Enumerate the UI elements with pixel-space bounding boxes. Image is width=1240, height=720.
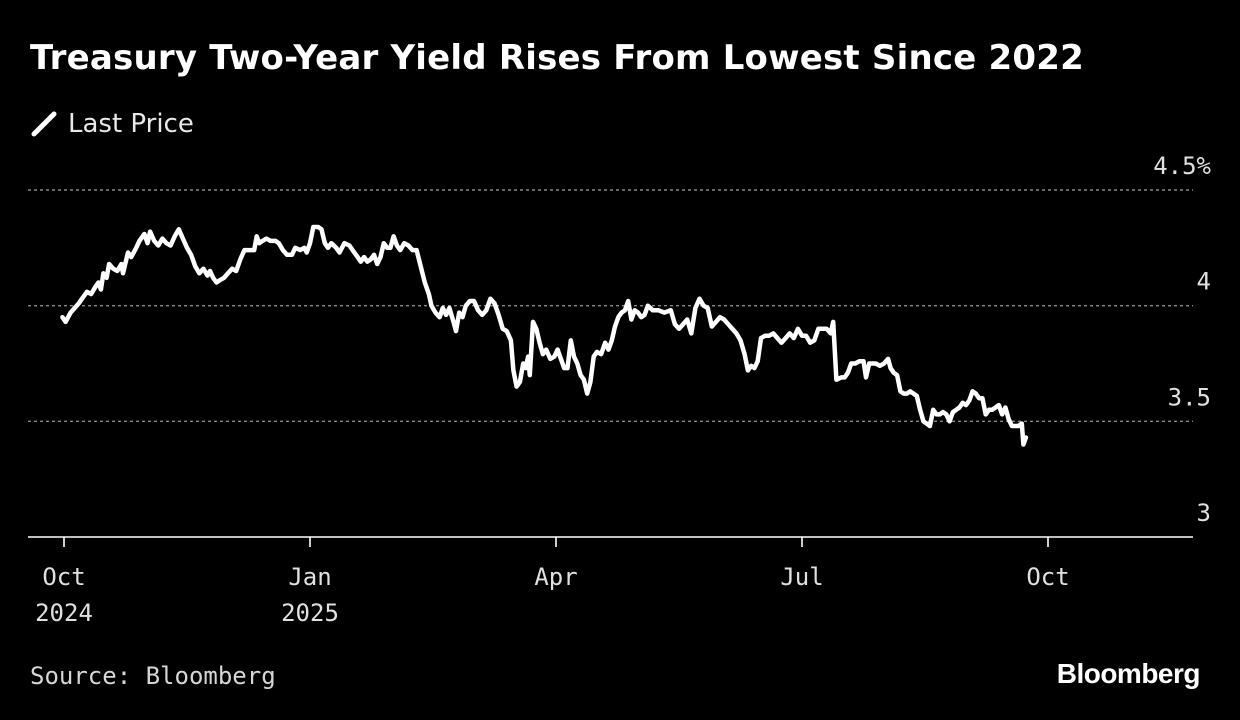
- x-tick-label: Jul: [780, 563, 823, 591]
- source-note: Source: Bloomberg: [30, 662, 276, 690]
- gridlines: [28, 189, 1193, 423]
- x-tick-year-label: 2024: [35, 599, 93, 627]
- series-layer: [60, 224, 1029, 447]
- x-tick-label: Jan: [288, 563, 331, 591]
- x-tick-label: Oct: [42, 563, 85, 591]
- x-tick-label: Apr: [534, 563, 577, 591]
- y-tick-label: 4.5%: [1153, 152, 1211, 180]
- y-tick-label: 3: [1197, 499, 1211, 527]
- legend-label: Last Price: [68, 109, 194, 139]
- x-tick-label: Oct: [1026, 563, 1069, 591]
- x-axis: [28, 536, 1193, 547]
- line-swatch-icon: [31, 111, 57, 137]
- y-tick-label: 3.5: [1168, 383, 1211, 411]
- tick-labels: 3 3.5 4 4.5% Oct 2024 Jan 2025 Apr Jul Oct: [35, 152, 1211, 627]
- legend: Last Price: [30, 106, 194, 142]
- chart-title: Treasury Two-Year Yield Rises From Lowes…: [30, 38, 1084, 78]
- series-line-last-price: [60, 224, 1029, 447]
- bloomberg-logo: Bloomberg: [1056, 658, 1201, 689]
- y-tick-label: 4: [1197, 268, 1211, 296]
- x-tick-year-label: 2025: [281, 599, 339, 627]
